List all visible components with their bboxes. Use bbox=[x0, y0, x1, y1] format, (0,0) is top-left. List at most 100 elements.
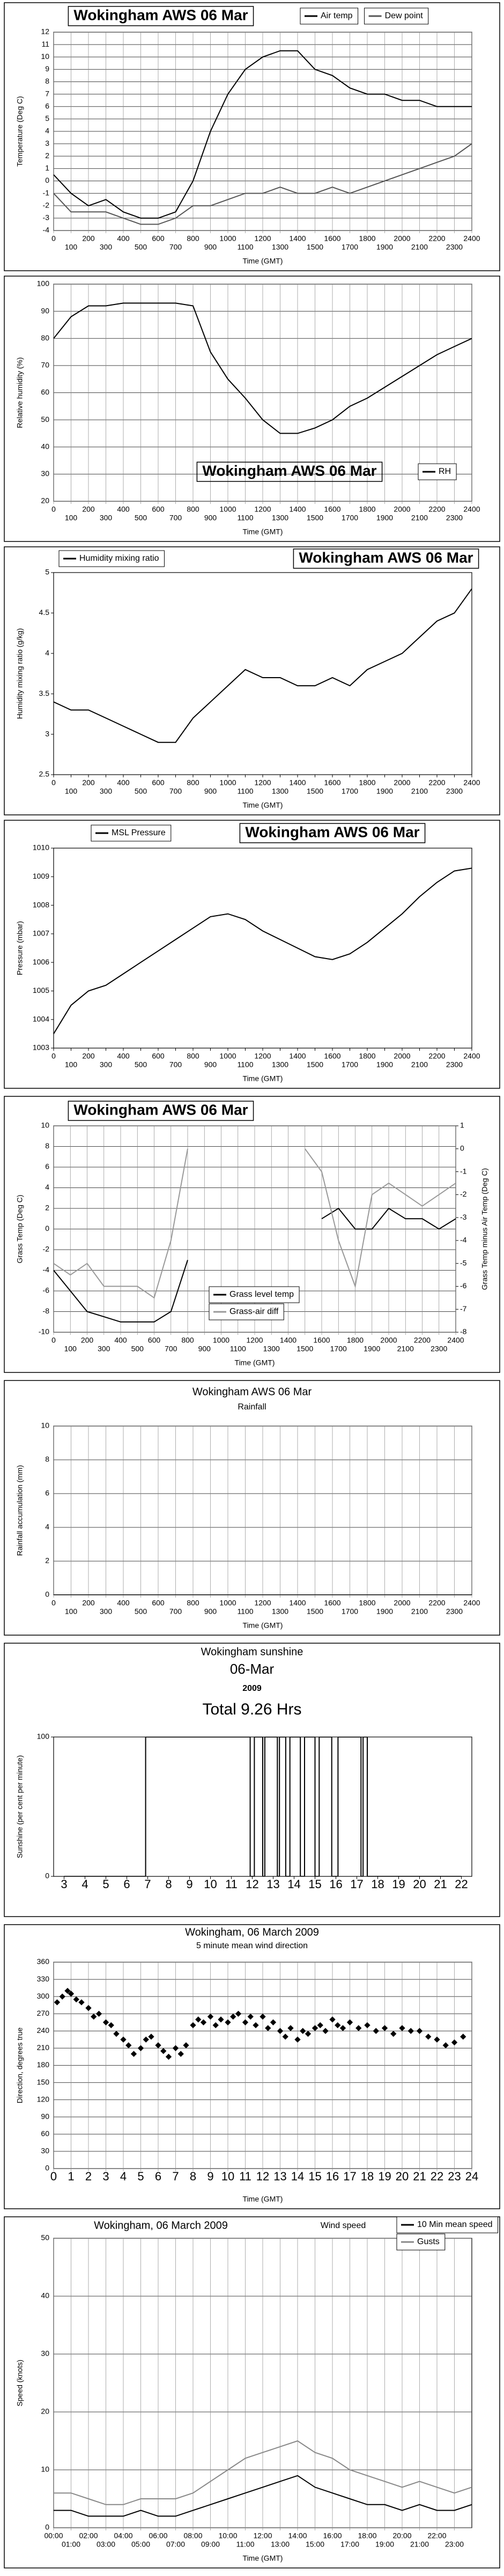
chart-title: Wokingham, 06 March 2009 bbox=[185, 1926, 319, 1938]
x-tick-label: 300 bbox=[100, 1607, 113, 1616]
x-tick-label: 2100 bbox=[397, 1345, 414, 1353]
x-tick-label: 1500 bbox=[307, 787, 323, 796]
y-tick-label: 30 bbox=[41, 2147, 49, 2155]
x-tick-label: 200 bbox=[81, 1336, 94, 1345]
chart-panel: 1003 1004 1005 1006 1007 1008 1009 1010 0 100 200 3… bbox=[4, 820, 500, 1089]
point bbox=[212, 2022, 219, 2029]
x-tick-label: 600 bbox=[152, 234, 165, 243]
x-tick-label: 14:00 bbox=[288, 2532, 307, 2540]
series-line bbox=[54, 143, 472, 225]
x-tick-label: 1100 bbox=[237, 787, 253, 796]
x-tick-label: 900 bbox=[204, 1060, 217, 1069]
x-tick-label: 2400 bbox=[463, 1599, 480, 1607]
point bbox=[59, 1993, 65, 2000]
x-tick-label: 500 bbox=[135, 787, 147, 796]
point bbox=[364, 2022, 370, 2029]
x-tick-label: 21:00 bbox=[410, 2540, 429, 2549]
x-tick-label: 600 bbox=[152, 1599, 165, 1607]
y-tick-label: 6 bbox=[45, 101, 49, 110]
x-tick-label: 1900 bbox=[376, 1060, 393, 1069]
y-tick-label: 0 bbox=[45, 2164, 49, 2172]
x-tick-label: 13:00 bbox=[271, 2540, 290, 2549]
panel-border bbox=[4, 546, 500, 815]
x-tick-label: 13 bbox=[273, 2170, 286, 2183]
x-tick-label: 1400 bbox=[280, 1336, 297, 1345]
x-tick-label: 23 bbox=[448, 2170, 461, 2183]
legend-label: Gusts bbox=[417, 2237, 440, 2246]
x-tick-label: 1900 bbox=[376, 514, 393, 522]
point bbox=[165, 2053, 172, 2060]
chart-title: Wokingham AWS 06 Mar bbox=[245, 823, 419, 840]
point bbox=[425, 2033, 432, 2040]
chart-panel: 0 100 3 4 5 6 7 8 9 10 11 12 13 14 15 16 17 18 19 20 21 22 Sun… bbox=[4, 1643, 500, 1917]
x-tick-label: 2400 bbox=[463, 1052, 480, 1060]
x-tick-label: 6 bbox=[123, 1877, 130, 1891]
x-tick-label: 17 bbox=[343, 2170, 356, 2183]
x-axis-label: Time (GMT) bbox=[243, 1621, 283, 1630]
x-tick-label: 1100 bbox=[237, 514, 253, 522]
point bbox=[373, 2028, 379, 2034]
x-tick-label: 500 bbox=[135, 1060, 147, 1069]
point bbox=[125, 2042, 132, 2048]
x-tick-label: 2000 bbox=[380, 1336, 397, 1345]
x-tick-label: 1800 bbox=[359, 1052, 375, 1060]
x-tick-label: 19 bbox=[392, 1877, 405, 1891]
legend-entry: Gusts bbox=[396, 2233, 446, 2251]
x-axis-label: Time (GMT) bbox=[243, 528, 283, 536]
point bbox=[416, 2028, 423, 2034]
x-tick-label: 400 bbox=[114, 1336, 127, 1345]
x-tick-label: 600 bbox=[152, 505, 165, 514]
y-tick-label: 6 bbox=[45, 1489, 49, 1497]
y-tick-label: 1008 bbox=[33, 900, 49, 909]
x-tick-label: 2300 bbox=[446, 787, 463, 796]
x-tick-label: 19:00 bbox=[375, 2540, 394, 2549]
x-tick-label: 2200 bbox=[428, 505, 445, 514]
y-tick-label: 0 bbox=[45, 1224, 49, 1233]
point bbox=[148, 2033, 154, 2040]
y-tick-label: -1 bbox=[43, 188, 50, 197]
x-tick-label: 1300 bbox=[272, 1607, 288, 1616]
legend-entry: Air temp bbox=[300, 8, 359, 25]
x-tick-label: 800 bbox=[187, 1052, 199, 1060]
x-tick-label: 9 bbox=[186, 1877, 192, 1891]
x-tick-label: 200 bbox=[82, 1052, 95, 1060]
y2-tick-label: 1 bbox=[460, 1121, 464, 1130]
x-tick-label: 16 bbox=[326, 2170, 339, 2183]
x-tick-label: 1100 bbox=[237, 1060, 253, 1069]
y-tick-label: 300 bbox=[37, 1992, 50, 2000]
y-tick-label: 330 bbox=[37, 1974, 50, 1983]
point bbox=[434, 2036, 440, 2043]
point bbox=[95, 2010, 102, 2017]
x-tick-label: 1100 bbox=[237, 1607, 253, 1616]
y-tick-label: 10 bbox=[41, 1121, 49, 1130]
x-axis-label: Time (GMT) bbox=[243, 2195, 283, 2203]
x-tick-label: 0 bbox=[51, 1336, 56, 1345]
x-tick-label: 2200 bbox=[414, 1336, 431, 1345]
point bbox=[346, 2019, 353, 2025]
x-tick-label: 10 bbox=[221, 2170, 234, 2183]
x-tick-label: 300 bbox=[100, 514, 113, 522]
x-tick-label: 3 bbox=[102, 2170, 109, 2183]
x-tick-label: 4 bbox=[120, 2170, 127, 2183]
panel-border bbox=[4, 1380, 500, 1636]
y-tick-label: 0 bbox=[45, 176, 49, 184]
x-tick-label: 1200 bbox=[254, 778, 271, 787]
x-tick-label: 08:00 bbox=[183, 2532, 202, 2540]
x-tick-label: 1200 bbox=[254, 505, 271, 514]
y-tick-label: 30 bbox=[41, 2349, 49, 2358]
y-tick-label: 0 bbox=[45, 1872, 49, 1880]
point bbox=[177, 2051, 184, 2057]
point bbox=[247, 2013, 254, 2020]
x-tick-label: 800 bbox=[187, 1599, 199, 1607]
point bbox=[335, 2022, 341, 2029]
x-tick-label: 7 bbox=[172, 2170, 179, 2183]
x-tick-label: 04:00 bbox=[114, 2532, 132, 2540]
y-tick-label: 50 bbox=[41, 415, 49, 424]
chart-subtitle: Wind speed bbox=[321, 2221, 366, 2230]
plot-marks bbox=[54, 50, 472, 225]
x-tick-label: 2000 bbox=[394, 234, 410, 243]
x-tick-label: 900 bbox=[198, 1345, 211, 1353]
x-tick-label: 15 bbox=[308, 1877, 321, 1891]
y-axis-label: Sunshine (per cent per minute) bbox=[16, 1755, 24, 1858]
